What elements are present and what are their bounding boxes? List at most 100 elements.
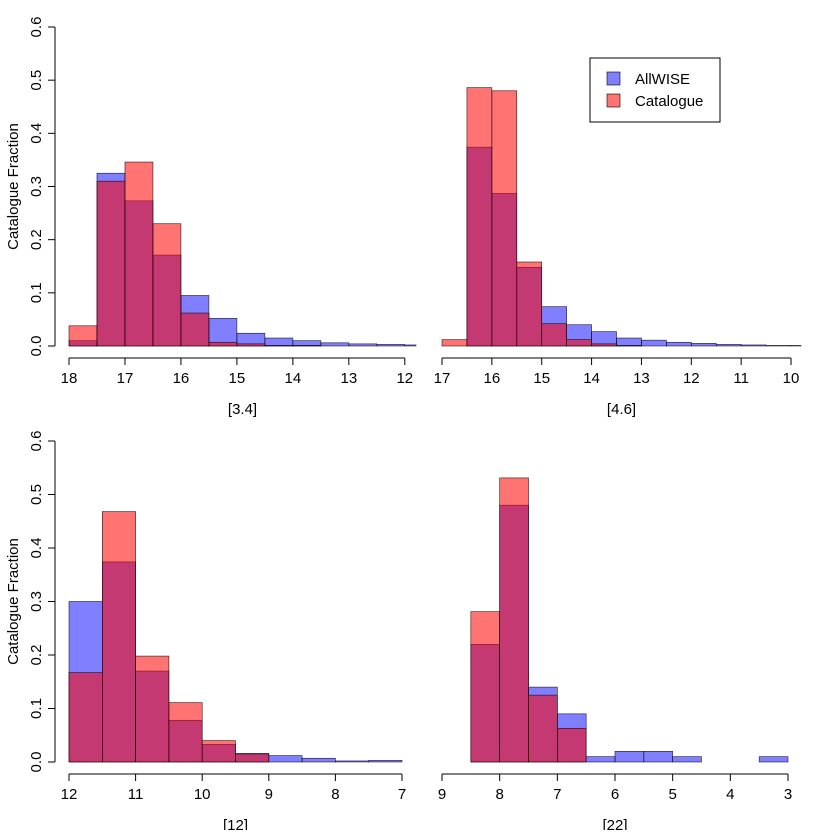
bar-top-left-allwise-5 [208,318,238,347]
bar-bottom-right-allwise-7 [672,756,702,763]
bar-top-right-allwise-14 [790,345,802,347]
y-tick-label-bottom-left-4: 0.4 [28,538,45,559]
x-tick-label-top-right-1: 16 [484,370,501,387]
bar-top-right-allwise-7 [616,337,642,347]
bar-top-left-catalogue-4 [180,312,210,347]
bar-bottom-left-catalogue-1 [102,511,136,763]
x-tick-label-top-left-2: 16 [173,370,190,387]
y-tick-label-bottom-left-0: 0.0 [28,752,45,773]
bar-top-left-catalogue-1 [96,180,126,347]
x-tick-label-bottom-right-2: 7 [553,786,561,803]
x-tick-label-top-left-0: 18 [61,370,78,387]
x-axis-title-top-right: [4.6] [607,401,636,418]
x-tick-label-top-right-3: 14 [583,370,600,387]
bar-top-left-catalogue-7 [264,345,294,347]
bar-top-right-catalogue-5 [566,339,592,347]
bar-top-right-allwise-8 [641,339,667,347]
bar-top-left-catalogue-8 [292,345,322,347]
bar-top-left-catalogue-6 [236,343,266,347]
bar-bottom-right-catalogue-2 [528,694,558,763]
x-tick-label-bottom-left-5: 7 [398,786,406,803]
legend-label-catalogue: Catalogue [635,93,703,110]
y-tick-label-bottom-left-2: 0.2 [28,645,45,666]
y-tick-label-bottom-left-6: 0.6 [28,431,45,452]
bar-bottom-left-allwise-9 [368,760,403,763]
x-tick-label-bottom-left-0: 12 [61,786,78,803]
bar-top-right-allwise-13 [765,345,792,347]
x-tick-label-bottom-left-1: 11 [128,786,144,803]
bar-top-right-catalogue-6 [591,343,617,347]
bar-top-left-allwise-7 [264,337,294,347]
bar-top-right-catalogue-2 [491,90,518,347]
bar-bottom-left-allwise-8 [335,760,369,763]
x-tick-label-top-left-3: 15 [229,370,246,387]
x-tick-label-top-right-5: 12 [683,370,700,387]
x-tick-label-bottom-right-1: 8 [495,786,503,803]
y-axis-title-top-left: Catalogue Fraction [5,123,22,250]
x-tick-label-top-right-7: 10 [783,370,800,387]
x-tick-label-bottom-right-5: 4 [726,786,734,803]
bar-bottom-right-catalogue-0 [470,611,500,763]
bar-bottom-left-catalogue-2 [135,655,170,763]
y-tick-label-top-left-4: 0.4 [28,123,45,144]
x-tick-label-bottom-left-3: 9 [265,786,273,803]
bar-bottom-right-catalogue-3 [557,727,587,763]
bar-bottom-right-allwise-5 [614,750,645,763]
bar-top-left-allwise-11 [376,344,406,347]
x-tick-label-top-right-6: 11 [733,370,749,387]
bar-bottom-left-catalogue-5 [235,753,270,763]
x-tick-label-top-left-1: 17 [117,370,134,387]
x-tick-label-top-right-4: 13 [633,370,650,387]
y-tick-label-top-left-0: 0.0 [28,336,45,357]
x-axis-title-top-left: [3.4] [228,401,257,418]
x-tick-label-bottom-right-4: 5 [668,786,676,803]
x-tick-label-bottom-right-0: 9 [438,786,446,803]
bar-bottom-left-allwise-7 [301,757,336,763]
bar-bottom-right-allwise-10 [758,756,789,763]
bar-top-right-allwise-11 [715,344,742,347]
x-axis-title-bottom-left: [12] [223,817,248,830]
x-tick-label-top-right-0: 17 [434,370,451,387]
y-tick-label-top-left-6: 0.6 [28,17,45,38]
bar-top-right-catalogue-3 [516,261,543,347]
bar-bottom-right-catalogue-1 [499,477,529,763]
bar-bottom-left-catalogue-3 [168,702,203,763]
bar-top-left-allwise-9 [320,342,350,347]
x-tick-label-bottom-left-2: 10 [194,786,211,803]
bar-bottom-right-allwise-6 [643,750,673,763]
legend-box [589,57,721,123]
bar-top-right-catalogue-0 [441,339,468,347]
bar-top-left-allwise-10 [348,343,378,347]
x-tick-label-top-right-2: 15 [533,370,550,387]
bar-top-left-catalogue-2 [124,161,154,347]
bar-top-right-catalogue-1 [466,87,493,347]
y-tick-label-bottom-left-5: 0.5 [28,484,45,505]
bar-top-right-catalogue-7 [616,345,642,347]
y-tick-label-top-left-1: 0.1 [28,282,45,303]
y-tick-label-top-left-3: 0.3 [28,176,45,197]
x-tick-label-top-left-5: 13 [340,370,357,387]
y-tick-label-bottom-left-1: 0.1 [28,698,45,719]
y-tick-label-top-left-5: 0.5 [28,70,45,91]
x-tick-label-bottom-right-3: 6 [611,786,619,803]
bar-top-left-allwise-12 [404,344,417,347]
legend-swatch-catalogue [606,93,621,108]
x-tick-label-top-left-6: 12 [396,370,413,387]
bar-top-right-allwise-9 [666,341,692,347]
x-tick-label-top-left-4: 14 [285,370,302,387]
legend-label-allwise: AllWISE [635,71,690,88]
x-axis-title-bottom-right: [22] [602,817,627,830]
bar-bottom-left-catalogue-4 [201,740,236,763]
legend-swatch-allwise [606,71,621,86]
y-axis-title-bottom-left: Catalogue Fraction [5,538,22,665]
bar-top-right-catalogue-4 [541,323,567,347]
bar-top-right-allwise-12 [740,344,767,347]
bar-top-left-catalogue-3 [152,223,182,347]
y-tick-label-bottom-left-3: 0.3 [28,591,45,612]
y-tick-label-top-left-2: 0.2 [28,229,45,250]
x-tick-label-bottom-right-6: 3 [784,786,792,803]
bar-bottom-left-catalogue-0 [68,672,103,763]
bar-bottom-right-allwise-4 [585,756,616,763]
